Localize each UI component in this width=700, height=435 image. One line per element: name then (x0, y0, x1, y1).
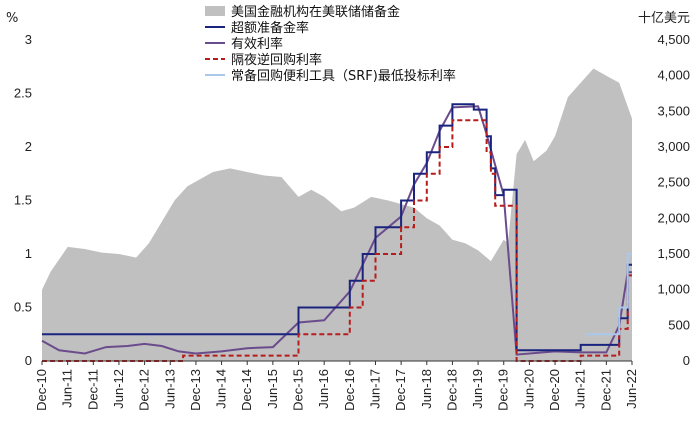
x-tick-label: Dec-16 (342, 369, 357, 411)
plot-area (41, 68, 632, 362)
x-tick-label: Dec-17 (393, 369, 408, 411)
left-tick-label: 0.5 (14, 300, 32, 315)
x-tick-label: Jun-16 (316, 369, 331, 409)
series-0-area (42, 68, 632, 361)
x-tick-label: Jun-12 (111, 369, 126, 409)
x-tick-label: Jun-17 (368, 369, 383, 409)
right-tick-label: 2,000 (657, 210, 690, 225)
right-tick-label: 1,500 (657, 246, 690, 261)
legend-item-0-swatch (205, 6, 225, 16)
legend: 美国金融机构在美联储储备金超额准备金率有效利率隔夜逆回购利率常备回购便利工具（S… (205, 4, 456, 84)
legend-item-2-label: 有效利率 (231, 36, 283, 52)
series-3-line (42, 119, 632, 362)
right-tick-label: 3,000 (657, 139, 690, 154)
x-tick-label: Jun-11 (60, 369, 75, 408)
x-tick-label: Dec-12 (137, 369, 152, 411)
left-tick-label: 2.5 (14, 86, 32, 101)
x-tick-label: Dec-10 (34, 369, 49, 411)
left-axis-unit: % (6, 11, 18, 26)
legend-item-4-label: 常备回购便利工具（SRF)最低投标利率 (231, 68, 456, 84)
series-4-line (585, 253, 632, 336)
right-tick-label: 4,500 (657, 32, 690, 47)
x-tick-label: Dec-14 (239, 369, 254, 411)
left-tick-label: 1.5 (14, 193, 32, 208)
left-tick-label: 0 (25, 353, 32, 368)
series-1-line (42, 103, 632, 352)
x-tick-label: Dec-18 (444, 369, 459, 411)
x-tick-label: Dec-13 (188, 369, 203, 411)
tick-labels: 0 0.5 1 1.5 2 2.5 3 0 500 1,000 1,500 2,000 2,500 3,0… (14, 32, 690, 411)
x-tick-label: Jun-13 (162, 369, 177, 409)
right-tick-label: 2,500 (657, 175, 690, 190)
right-tick-label: 1,000 (657, 282, 690, 297)
legend-item-1-label: 超额准备金率 (231, 20, 309, 36)
right-tick-label: 500 (668, 317, 690, 332)
right-axis-unit: 十亿美元 (638, 11, 690, 26)
x-tick-label: Jun-19 (470, 369, 485, 409)
x-tick-label: Dec-20 (547, 369, 562, 411)
x-tick-label: Jun-21 (573, 369, 588, 409)
x-tick-label: Dec-21 (598, 369, 613, 411)
left-tick-label: 3 (25, 32, 32, 47)
x-tick-label: Dec-11 (85, 369, 100, 410)
x-tick-label: Jun-22 (624, 369, 639, 409)
left-tick-label: 1 (25, 246, 32, 261)
right-tick-label: 4,000 (657, 68, 690, 83)
x-tick-label: Jun-18 (419, 369, 434, 409)
legend-item-0-label: 美国金融机构在美联储储备金 (231, 4, 400, 20)
x-tick-label: Dec-15 (291, 369, 306, 411)
x-tick-label: Jun-14 (214, 369, 229, 409)
x-tick-label: Dec-19 (496, 369, 511, 411)
axes: % 十亿美元 (6, 11, 690, 362)
right-tick-label: 3,500 (657, 103, 690, 118)
left-tick-label: 2 (25, 139, 32, 154)
legend-item-3-label: 隔夜逆回购利率 (231, 52, 322, 68)
x-tick-label: Jun-20 (521, 369, 536, 409)
x-tick-label: Jun-15 (265, 369, 280, 409)
right-tick-label: 0 (683, 353, 690, 368)
